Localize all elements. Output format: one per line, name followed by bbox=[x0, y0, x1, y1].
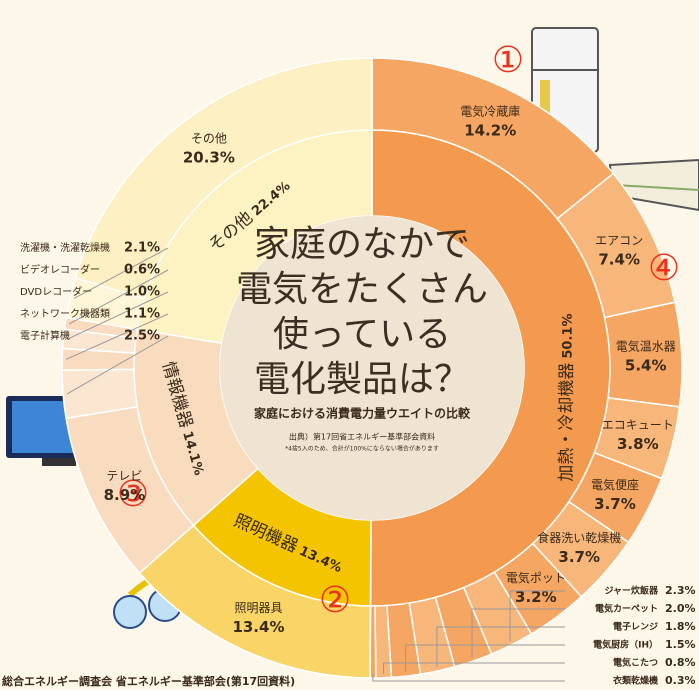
outer-category: 電気ポット bbox=[506, 570, 566, 585]
outer-category: ジャー炊飯器 bbox=[604, 585, 659, 597]
outer-value: 1.5% bbox=[665, 638, 696, 651]
outer-category: 電気カーペット bbox=[595, 603, 658, 615]
outer-category: 電子レンジ bbox=[613, 622, 658, 633]
outer-value: 8.9% bbox=[104, 486, 146, 504]
outer-value: 2.1% bbox=[124, 241, 160, 256]
inner-label: 加熱・冷却機器 50.1% bbox=[557, 313, 578, 481]
outer-category: その他 bbox=[191, 131, 227, 145]
outer-category: テレビ bbox=[106, 469, 142, 483]
outer-value: 2.0% bbox=[665, 602, 696, 615]
outer-value: 20.3% bbox=[183, 148, 235, 166]
outer-value: 7.4% bbox=[598, 250, 640, 268]
outer-category: エアコン bbox=[595, 233, 643, 247]
outer-category: 電気温水器 bbox=[616, 338, 676, 353]
title-line: 使っている bbox=[273, 314, 451, 355]
badge: ④ bbox=[648, 248, 680, 289]
outer-value: 14.2% bbox=[464, 121, 516, 139]
badge: ① bbox=[492, 40, 524, 81]
outer-category: 電気こたつ bbox=[613, 657, 658, 669]
outer-category: 洗濯機・洗濯乾燥機 bbox=[20, 241, 110, 254]
outer-value: 3.7% bbox=[594, 495, 636, 513]
outer-segment bbox=[605, 302, 682, 407]
outer-category: 電子計算機 bbox=[20, 329, 70, 342]
outer-category: ビデオレコーダー bbox=[20, 263, 100, 276]
outer-value: 13.4% bbox=[232, 618, 284, 636]
outer-category: 電気便座 bbox=[591, 477, 639, 492]
title-line: 電化製品は？ bbox=[254, 359, 470, 400]
outer-value: 0.3% bbox=[665, 674, 696, 687]
outer-category: DVDレコーダー bbox=[20, 285, 92, 298]
badge: ② bbox=[319, 580, 351, 621]
footer: 総合エネルギー調査会 省エネルギー基準部会(第17回資料) bbox=[2, 674, 295, 688]
page: {"chart_data": { "type": "donut", "title… bbox=[0, 0, 699, 690]
outer-category: ネットワーク機器類 bbox=[20, 307, 110, 320]
infographic: 家庭のなかで 電気をたくさん 使っている 電化製品は？ 家庭における消費電力量ウ… bbox=[0, 0, 699, 690]
subtitle: 家庭における消費電力量ウエイトの比較 bbox=[254, 406, 471, 421]
note: *4捨5入のため、合計が100%にならない場合があります bbox=[285, 445, 439, 453]
outer-value: 5.4% bbox=[625, 356, 667, 374]
outer-category: 照明器具 bbox=[234, 601, 282, 615]
outer-value: 3.8% bbox=[617, 435, 659, 453]
outer-value: 1.1% bbox=[124, 307, 160, 322]
title-line: 電気をたくさん bbox=[236, 269, 488, 310]
outer-value: 2.5% bbox=[124, 329, 160, 344]
inner-value: 50.1% bbox=[561, 313, 576, 358]
outer-value: 2.3% bbox=[665, 584, 696, 597]
source: 出典）第17回省エネルギー基準部会資料 bbox=[289, 432, 435, 442]
outer-value: 1.8% bbox=[665, 620, 696, 633]
outer-category: 衣類乾燥機 bbox=[613, 675, 658, 687]
outer-category: エコキュート bbox=[602, 418, 674, 432]
outer-value: 0.8% bbox=[665, 656, 696, 669]
title-line: 家庭のなかで bbox=[254, 224, 470, 265]
outer-value: 3.7% bbox=[558, 548, 600, 566]
outer-category: 電気冷蔵庫 bbox=[460, 103, 520, 118]
outer-value: 0.6% bbox=[124, 263, 160, 278]
inner-category: 加熱・冷却機器 bbox=[557, 363, 577, 482]
outer-category: 電気厨房（IH） bbox=[593, 639, 658, 651]
outer-category: 食器洗い乾燥機 bbox=[537, 530, 621, 545]
outer-value: 1.0% bbox=[124, 285, 160, 300]
